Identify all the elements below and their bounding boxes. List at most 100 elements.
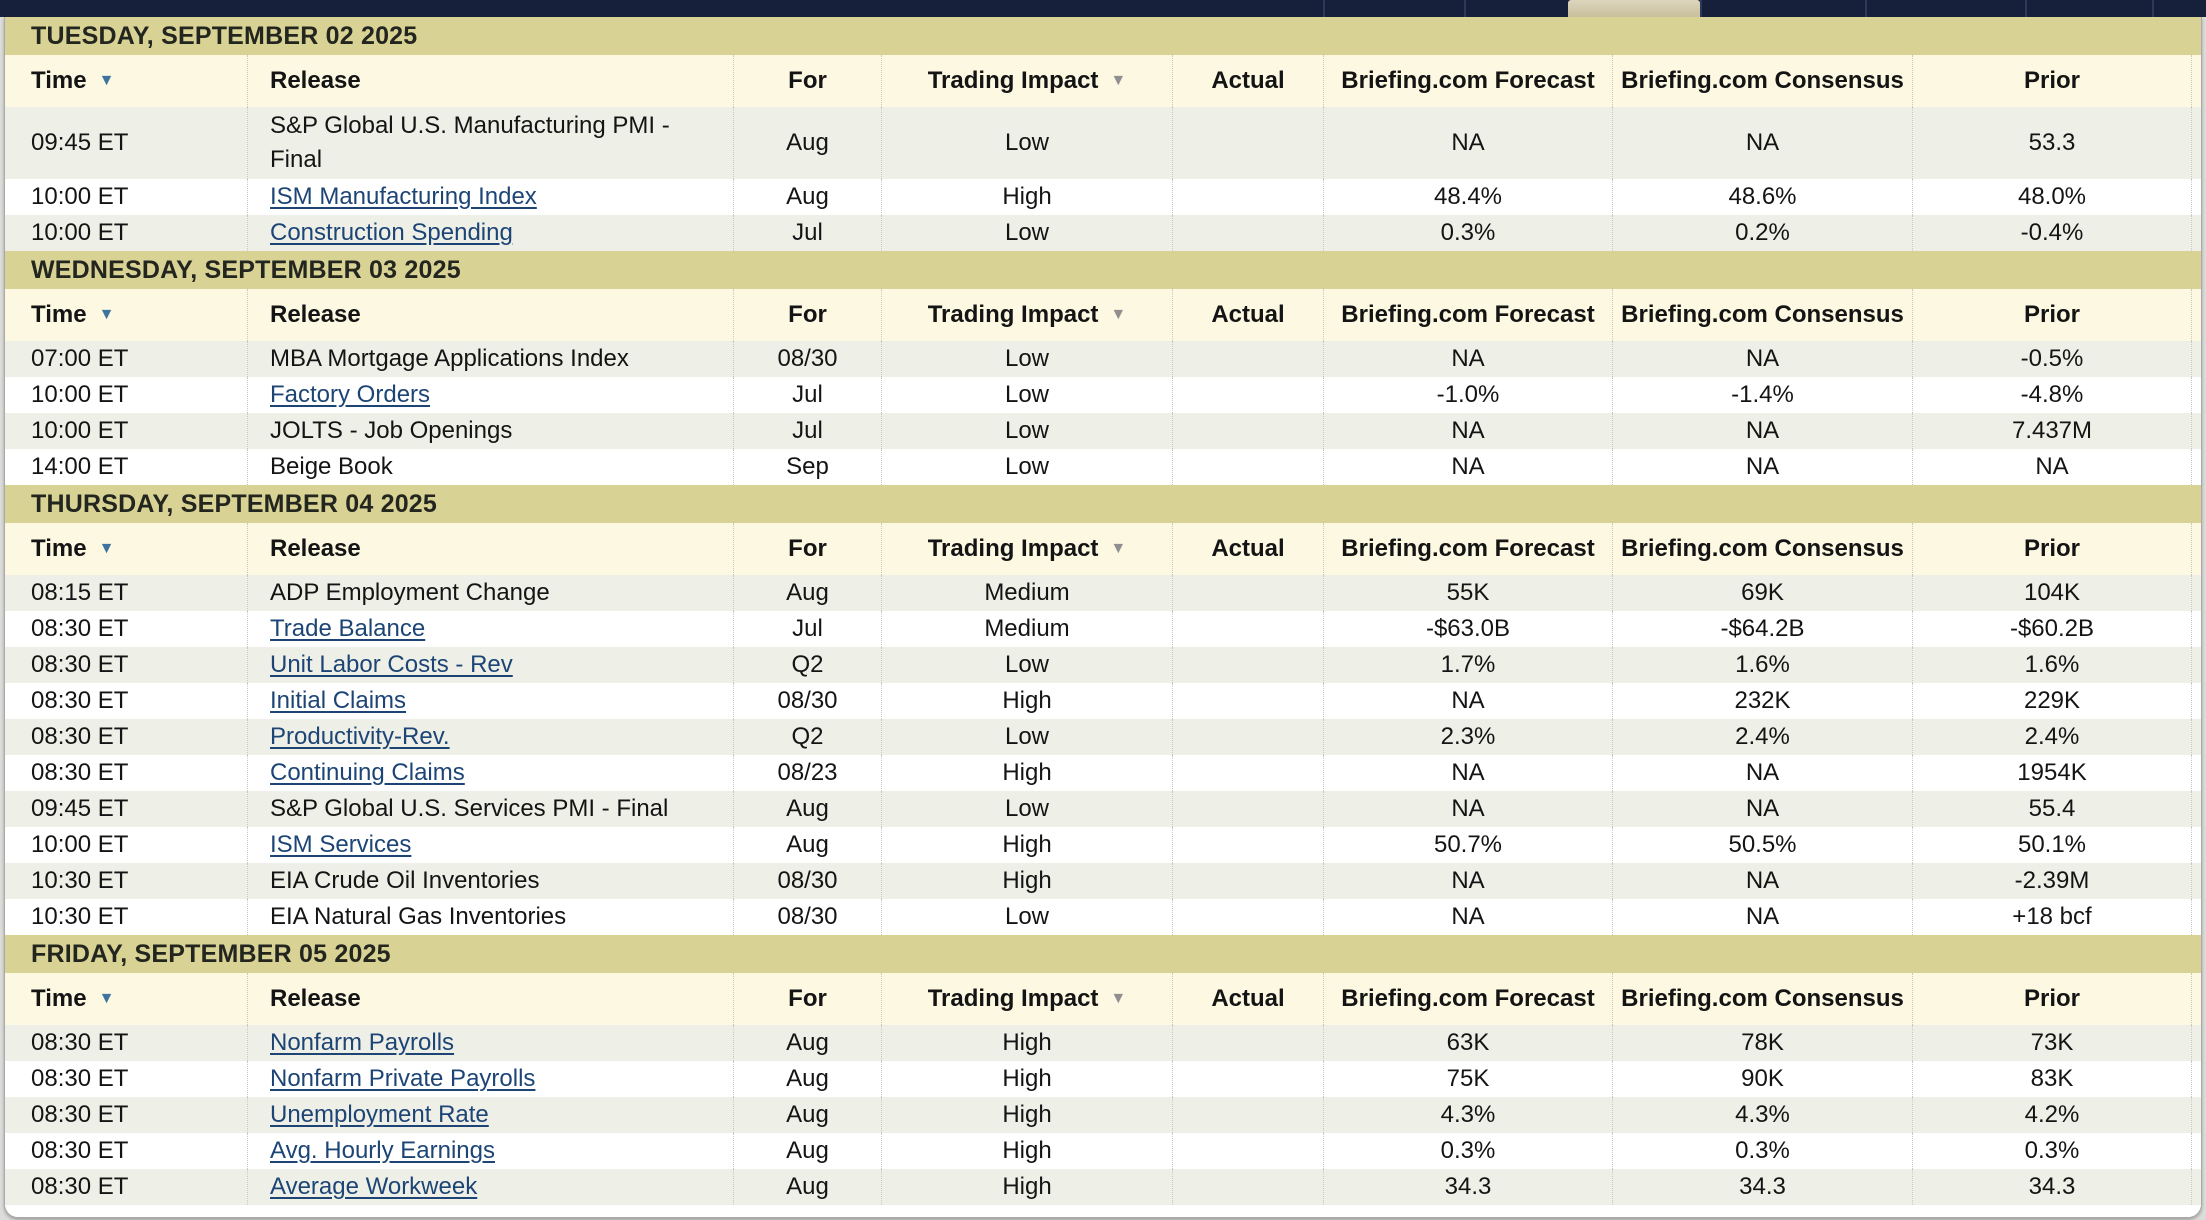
prior-cell: 7.437M [1912,413,2191,449]
column-header-consensus[interactable]: Briefing.com Consensus [1612,55,1912,107]
header-filler-cell [2191,973,2201,1025]
nav-tab[interactable] [1865,0,2025,17]
release-link[interactable]: Nonfarm Payrolls [270,1029,455,1056]
forecast-cell: -1.0% [1323,377,1612,413]
prior-cell: 73K [1912,1025,2191,1061]
release-link[interactable]: Average Workweek [270,1173,478,1200]
release-link[interactable]: Avg. Hourly Earnings [270,1137,495,1164]
column-header-time[interactable]: Time ▼ [5,973,247,1025]
column-header-prior[interactable]: Prior [1912,523,2191,575]
column-header-impact[interactable]: Trading Impact ▼ [881,289,1172,341]
row-filler-cell [2191,1133,2201,1169]
column-header-release[interactable]: Release [247,523,733,575]
column-header-time[interactable]: Time ▼ [5,55,247,107]
release-link[interactable]: ISM Services [270,831,412,858]
sort-arrow-icon[interactable]: ▼ [1110,72,1127,89]
release-text: JOLTS - Job Openings [270,417,513,444]
day-header: TUESDAY, SEPTEMBER 02 2025 [5,17,2201,55]
column-header-release[interactable]: Release [247,55,733,107]
impact-cell: High [881,1061,1172,1097]
column-header-consensus[interactable]: Briefing.com Consensus [1612,973,1912,1025]
column-header-for[interactable]: For [733,289,881,341]
nav-tab-active[interactable] [1568,0,1700,17]
row-filler-cell [2191,863,2201,899]
time-cell: 08:30 ET [31,687,129,714]
nav-tab[interactable] [0,0,1323,17]
column-header-label: Briefing.com Forecast [1341,985,1595,1012]
time-cell: 10:00 ET [31,381,129,408]
consensus-cell: NA [1612,791,1912,827]
sort-arrow-icon[interactable]: ▼ [1110,306,1127,323]
release-cell: Trade Balance [247,611,733,647]
column-header-prior[interactable]: Prior [1912,973,2191,1025]
release-link[interactable]: Trade Balance [270,615,426,642]
release-link[interactable]: Construction Spending [270,219,513,246]
column-header-label: Actual [1211,985,1285,1012]
time-cell: 10:00 ET [31,417,129,444]
column-header-prior[interactable]: Prior [1912,55,2191,107]
row-filler-cell [2191,719,2201,755]
release-link[interactable]: Unemployment Rate [270,1101,489,1128]
column-header-actual[interactable]: Actual [1172,973,1323,1025]
column-header-consensus[interactable]: Briefing.com Consensus [1612,523,1912,575]
time-cell: 10:00 ET [31,219,129,246]
nav-tab[interactable] [1323,0,1464,17]
column-header-time[interactable]: Time ▼ [5,523,247,575]
column-header-actual[interactable]: Actual [1172,523,1323,575]
column-header-forecast[interactable]: Briefing.com Forecast [1323,55,1612,107]
nav-tab[interactable] [2152,0,2206,17]
for-cell: Jul [733,611,881,647]
column-header-forecast[interactable]: Briefing.com Forecast [1323,523,1612,575]
release-link[interactable]: Unit Labor Costs - Rev [270,651,513,678]
release-link[interactable]: Nonfarm Private Payrolls [270,1065,536,1092]
release-link[interactable]: ISM Manufacturing Index [270,183,537,210]
column-header-actual[interactable]: Actual [1172,289,1323,341]
column-header-consensus[interactable]: Briefing.com Consensus [1612,289,1912,341]
actual-cell [1172,611,1323,647]
release-link[interactable]: Productivity-Rev. [270,723,450,750]
table-row: 10:00 ET Factory Orders Jul Low -1.0% -1.4% -4… [5,377,2201,413]
time-cell: 09:45 ET [31,795,129,822]
prior-cell: 0.3% [1912,1133,2191,1169]
forecast-cell: NA [1323,341,1612,377]
release-link[interactable]: Continuing Claims [270,759,465,786]
day-section: TUESDAY, SEPTEMBER 02 2025 Time ▼ Release Fo… [5,17,2201,251]
column-header-impact[interactable]: Trading Impact ▼ [881,55,1172,107]
nav-tab[interactable] [1464,0,1568,17]
table-row: 08:30 ET Average Workweek Aug High 34.3 34.3 3… [5,1169,2201,1205]
nav-tab[interactable] [2025,0,2152,17]
column-header-for[interactable]: For [733,973,881,1025]
sort-arrow-icon[interactable]: ▼ [1110,990,1127,1007]
sort-arrow-icon[interactable]: ▼ [1110,540,1127,557]
sort-arrow-icon[interactable]: ▼ [98,72,115,89]
release-link[interactable]: Factory Orders [270,381,431,408]
column-header-forecast[interactable]: Briefing.com Forecast [1323,973,1612,1025]
for-cell: Jul [733,377,881,413]
sort-arrow-icon[interactable]: ▼ [98,306,115,323]
column-header-impact[interactable]: Trading Impact ▼ [881,973,1172,1025]
sort-arrow-icon[interactable]: ▼ [98,990,115,1007]
actual-cell [1172,899,1323,935]
release-link[interactable]: Initial Claims [270,687,407,714]
column-header-for[interactable]: For [733,523,881,575]
sort-arrow-icon[interactable]: ▼ [98,540,115,557]
forecast-cell: 0.3% [1323,215,1612,251]
column-header-actual[interactable]: Actual [1172,55,1323,107]
for-cell: Sep [733,449,881,485]
column-header-prior[interactable]: Prior [1912,289,2191,341]
consensus-cell: -1.4% [1612,377,1912,413]
column-header-time[interactable]: Time ▼ [5,289,247,341]
actual-cell [1172,1097,1323,1133]
column-header-release[interactable]: Release [247,973,733,1025]
consensus-cell: 34.3 [1612,1169,1912,1205]
row-filler-cell [2191,107,2201,179]
row-filler-cell [2191,215,2201,251]
for-cell: Q2 [733,719,881,755]
consensus-cell: 48.6% [1612,179,1912,215]
column-header-release[interactable]: Release [247,289,733,341]
nav-tab[interactable] [1700,0,1865,17]
column-header-for[interactable]: For [733,55,881,107]
column-header-impact[interactable]: Trading Impact ▼ [881,523,1172,575]
column-header-forecast[interactable]: Briefing.com Forecast [1323,289,1612,341]
time-cell: 14:00 ET [31,453,129,480]
